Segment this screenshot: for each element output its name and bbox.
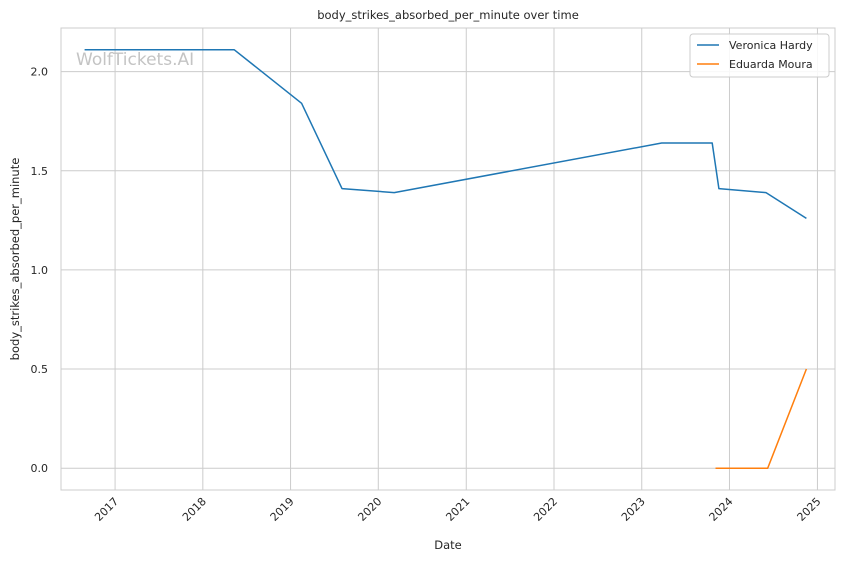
y-tick-label: 0.0 xyxy=(31,462,49,475)
series-line-eduarda-moura xyxy=(715,368,808,469)
plot-frame xyxy=(60,27,836,491)
y-tick-label: 1.0 xyxy=(31,264,49,277)
y-tick-label: 2.0 xyxy=(31,66,49,79)
legend-box xyxy=(689,33,830,78)
legend-label-eduarda-moura: Eduarda Moura xyxy=(729,58,813,71)
legend: Veronica Hardy Eduarda Moura xyxy=(689,33,830,78)
plot-background xyxy=(61,28,835,490)
series-line-veronica-hardy xyxy=(84,49,807,220)
chart-title: body_strikes_absorbed_per_minute over ti… xyxy=(317,8,579,22)
series-layer xyxy=(84,49,808,469)
y-axis-title: body_strikes_absorbed_per_minute xyxy=(8,158,22,361)
y-tick-label: 1.5 xyxy=(31,165,49,178)
gridlines xyxy=(61,28,835,490)
x-axis-title: Date xyxy=(434,538,462,552)
watermark-text: WolfTickets.AI xyxy=(76,50,194,70)
legend-label-veronica-hardy: Veronica Hardy xyxy=(729,39,813,52)
y-tick-label: 0.5 xyxy=(31,363,49,376)
